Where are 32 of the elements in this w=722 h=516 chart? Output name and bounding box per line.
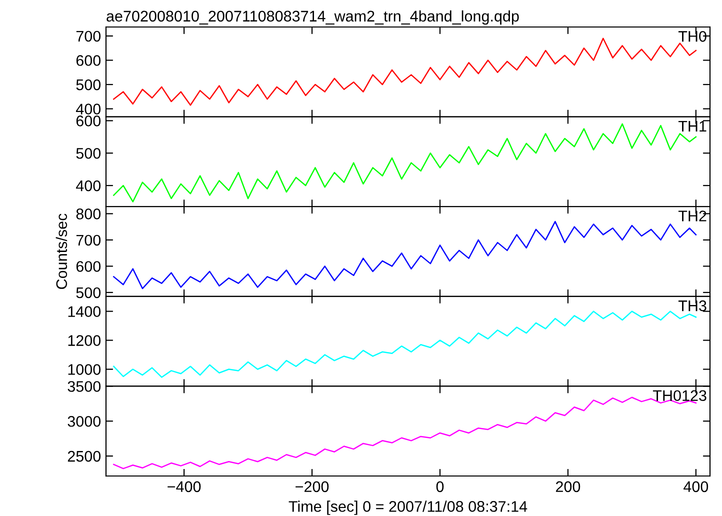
y-tick-label: 400 xyxy=(76,180,101,192)
x-tick-label: 400 xyxy=(684,481,708,492)
series-label: TH2 xyxy=(678,210,706,222)
y-tick-label: 3000 xyxy=(68,416,101,427)
x-tick-label: −200 xyxy=(296,481,329,492)
y-tick-label: 600 xyxy=(76,116,101,126)
y-tick-label: 500 xyxy=(76,148,101,159)
series-label: TH0123 xyxy=(652,390,706,402)
line-series xyxy=(113,310,697,378)
x-tick-label: −400 xyxy=(168,481,201,492)
chart-title: ae702008010_20071108083714_wam2_trn_4band_long.qdp xyxy=(106,10,519,25)
y-tick-label: 600 xyxy=(76,261,101,272)
y-tick-label: 1400 xyxy=(68,306,101,318)
series-label: TH1 xyxy=(678,120,706,132)
y-tick-label: 1000 xyxy=(68,364,101,375)
series-label: TH0 xyxy=(678,30,706,42)
y-tick-label: 700 xyxy=(76,30,101,42)
y-tick-label: 2500 xyxy=(68,450,101,462)
y-tick-label: 800 xyxy=(76,208,101,220)
y-tick-label: 600 xyxy=(76,55,101,66)
x-tick-label: 0 xyxy=(436,481,444,492)
y-tick-label: 500 xyxy=(76,79,101,90)
x-tick-label: 200 xyxy=(556,481,580,492)
y-tick-label: 700 xyxy=(76,234,101,246)
line-series xyxy=(113,220,697,290)
x-axis-title: Time [sec] 0 = 2007/11/08 08:37:14 xyxy=(288,500,528,515)
series-label: TH3 xyxy=(678,300,706,312)
y-tick-label: 3500 xyxy=(68,381,101,392)
y-tick-label: 400 xyxy=(76,104,101,114)
y-tick-label: 1200 xyxy=(68,335,101,346)
y-tick-label: 500 xyxy=(76,287,101,298)
y-axis-title: Counts/sec xyxy=(56,214,68,289)
